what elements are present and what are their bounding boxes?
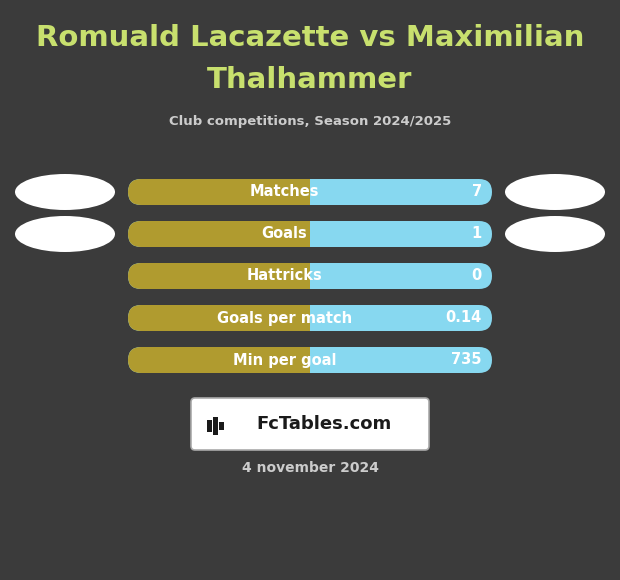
FancyBboxPatch shape: [128, 221, 310, 247]
Ellipse shape: [505, 216, 605, 252]
Text: 0.14: 0.14: [446, 310, 482, 325]
Bar: [219, 422, 224, 430]
FancyBboxPatch shape: [128, 263, 310, 289]
FancyBboxPatch shape: [128, 179, 492, 205]
FancyBboxPatch shape: [191, 398, 429, 450]
Text: Goals: Goals: [262, 227, 308, 241]
Text: FcTables.com: FcTables.com: [257, 415, 392, 433]
Bar: [297, 221, 310, 247]
FancyBboxPatch shape: [128, 221, 492, 247]
Text: Thalhammer: Thalhammer: [207, 66, 413, 94]
FancyBboxPatch shape: [128, 263, 492, 289]
Bar: [297, 263, 310, 289]
FancyBboxPatch shape: [128, 305, 492, 331]
Ellipse shape: [15, 174, 115, 210]
Text: 0: 0: [472, 269, 482, 284]
Bar: [207, 420, 212, 432]
Bar: [297, 305, 310, 331]
Text: Goals per match: Goals per match: [217, 310, 352, 325]
Text: Club competitions, Season 2024/2025: Club competitions, Season 2024/2025: [169, 115, 451, 129]
FancyBboxPatch shape: [128, 347, 310, 373]
Text: 1: 1: [472, 227, 482, 241]
FancyBboxPatch shape: [128, 305, 310, 331]
Bar: [297, 347, 310, 373]
FancyBboxPatch shape: [128, 347, 492, 373]
Text: 735: 735: [451, 353, 482, 368]
Text: Min per goal: Min per goal: [232, 353, 336, 368]
Bar: [213, 417, 218, 435]
FancyBboxPatch shape: [128, 179, 310, 205]
Text: Matches: Matches: [250, 184, 319, 200]
Text: Hattricks: Hattricks: [247, 269, 322, 284]
Ellipse shape: [505, 174, 605, 210]
Text: 4 november 2024: 4 november 2024: [242, 461, 378, 475]
Text: 7: 7: [472, 184, 482, 200]
Text: Romuald Lacazette vs Maximilian: Romuald Lacazette vs Maximilian: [36, 24, 584, 52]
Ellipse shape: [15, 216, 115, 252]
Bar: [297, 179, 310, 205]
